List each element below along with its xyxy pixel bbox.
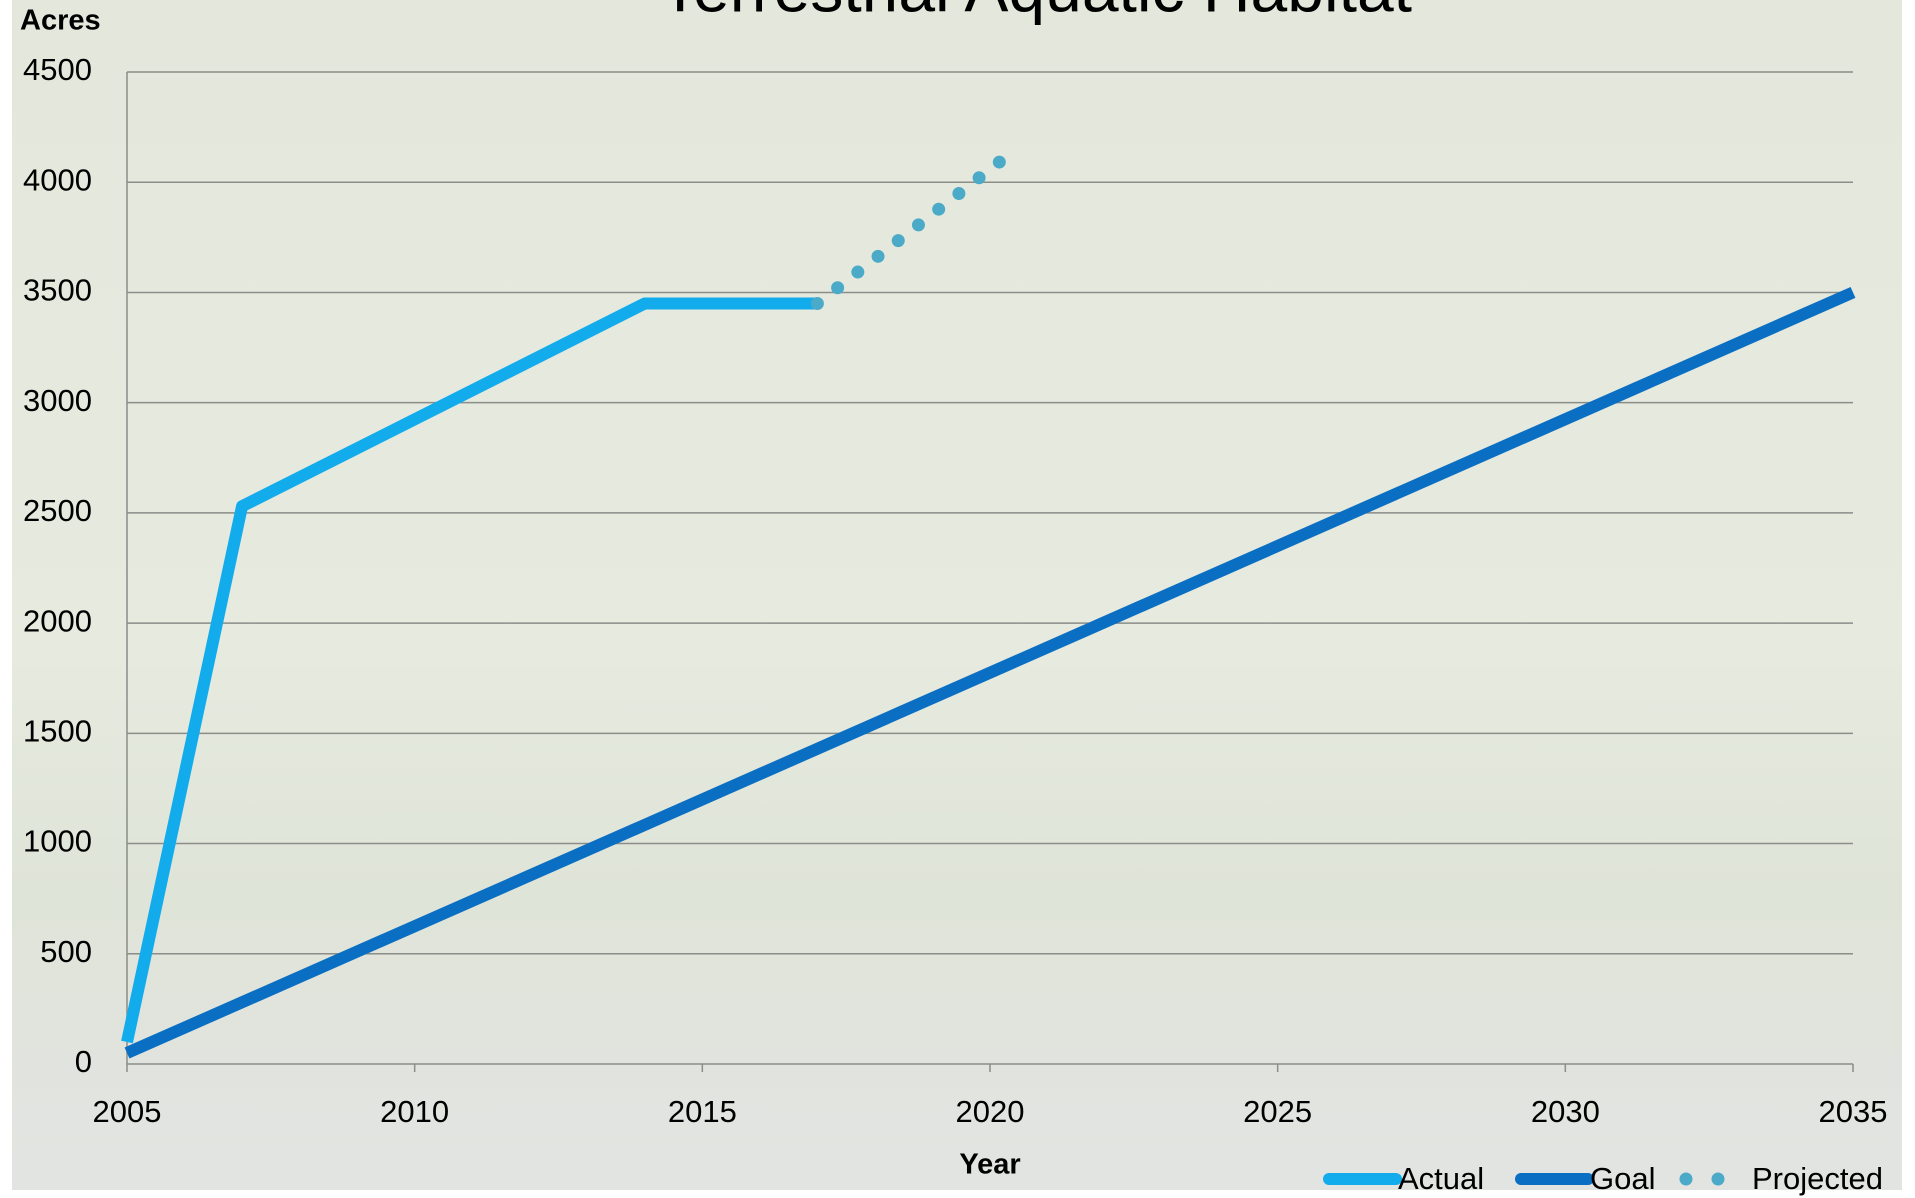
x-tick-label: 2005 bbox=[93, 1094, 162, 1129]
y-tick-label: 0 bbox=[75, 1044, 92, 1079]
y-tick-label: 4500 bbox=[23, 52, 92, 87]
x-tick-label: 2015 bbox=[668, 1094, 737, 1129]
x-tick-label: 2035 bbox=[1819, 1094, 1888, 1129]
y-axis-label: Acres bbox=[20, 5, 101, 37]
y-tick-label: 3500 bbox=[23, 273, 92, 308]
x-tick-label: 2025 bbox=[1243, 1094, 1312, 1129]
legend-label: Actual bbox=[1398, 1161, 1484, 1196]
y-tick-label: 2000 bbox=[23, 603, 92, 638]
x-axis-label: Year bbox=[959, 1149, 1020, 1181]
legend-label: Goal bbox=[1590, 1161, 1655, 1196]
y-tick-label: 1500 bbox=[23, 714, 92, 749]
y-tick-label: 500 bbox=[40, 934, 92, 969]
chart-title: Terrestrial Aquatic Habitat bbox=[660, 0, 1412, 25]
y-tick-label: 2500 bbox=[23, 493, 92, 528]
x-tick-label: 2010 bbox=[380, 1094, 449, 1129]
series-line bbox=[810, 140, 1026, 310]
y-tick-label: 1000 bbox=[23, 824, 92, 859]
y-tick-label: 3000 bbox=[23, 383, 92, 418]
y-tick-label: 4000 bbox=[23, 162, 92, 197]
photo-background bbox=[12, 0, 1902, 1190]
series-line bbox=[124, 286, 1856, 1059]
x-tick-label: 2030 bbox=[1531, 1094, 1600, 1129]
x-tick-label: 2020 bbox=[956, 1094, 1025, 1129]
series-line bbox=[121, 297, 818, 1044]
legend-label: Projected bbox=[1752, 1161, 1883, 1196]
